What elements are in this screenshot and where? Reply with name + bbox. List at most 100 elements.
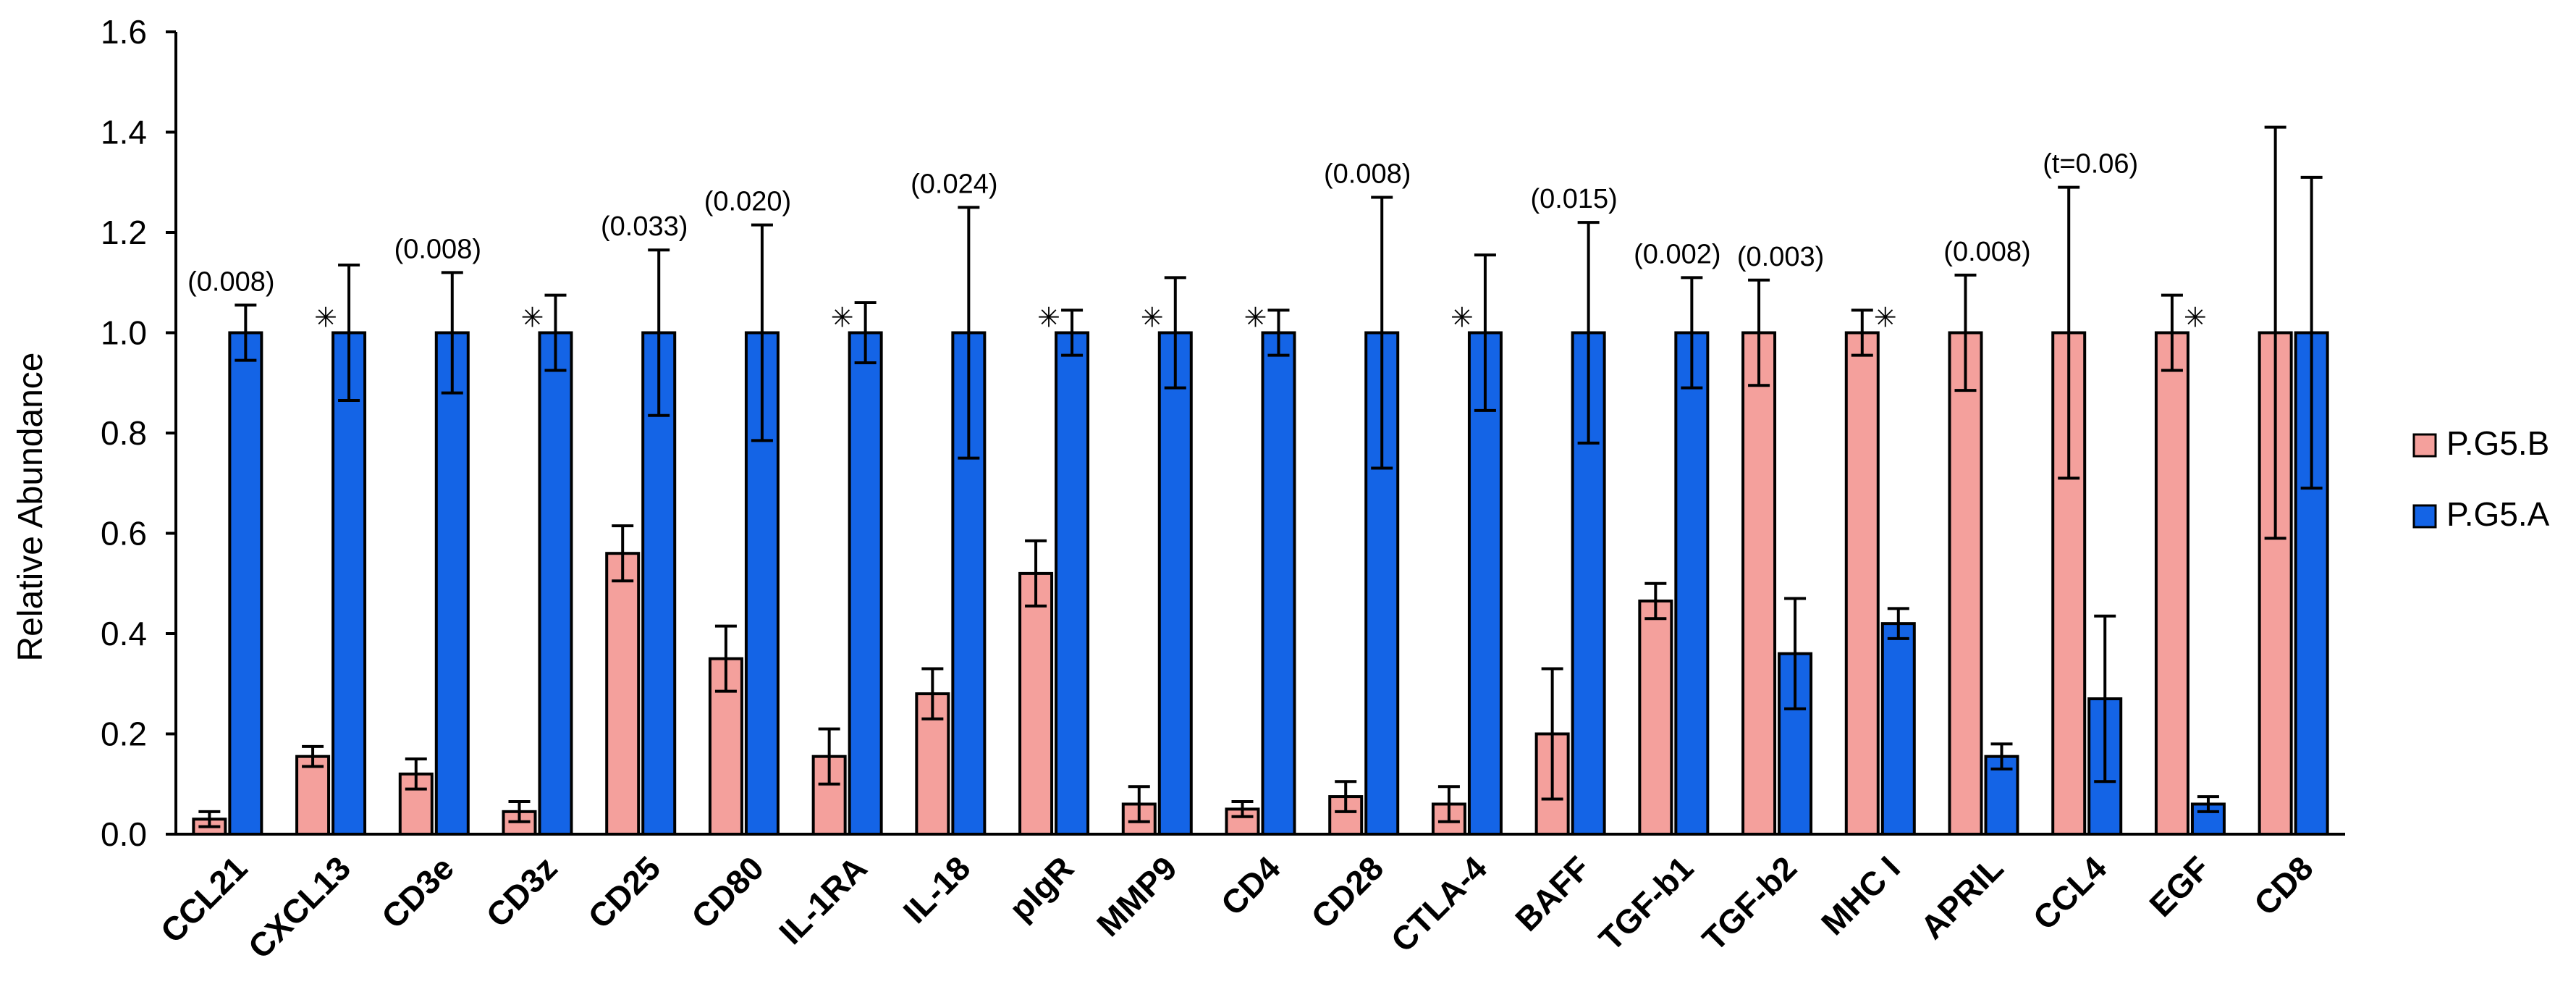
legend-swatch-p-g5-a	[2412, 504, 2437, 529]
category-label-cd3e: CD3e	[374, 849, 461, 936]
significance-star-ctla-4: ✳	[1450, 303, 1474, 334]
error-bar-p-g5-b-egf	[2161, 293, 2183, 372]
error-bar-p-g5-a-cd3e	[441, 271, 463, 395]
bar-p-g5-b-tgf-b2	[1741, 331, 1777, 836]
y-tick-label: 1.2	[101, 214, 147, 251]
error-bar-p-g5-b-cxcl13	[302, 744, 324, 768]
error-bar-p-g5-a-april	[1990, 742, 2013, 770]
y-tick-label: 0.2	[101, 715, 147, 753]
significance-star-mhc-i: ✳	[1874, 303, 1897, 334]
error-bar-p-g5-b-ctla-4	[1437, 785, 1460, 823]
p-value-ccl21: (0.008)	[187, 266, 274, 297]
legend-label-p-g5-a: P.G5.A	[2446, 495, 2550, 533]
error-bar-p-g5-a-baff	[1577, 221, 1600, 445]
error-bar-p-g5-a-tgf-b2	[1784, 597, 1807, 710]
error-bar-p-g5-b-cd3z	[508, 799, 531, 823]
category-label-cd8: CD8	[2247, 849, 2320, 923]
error-bar-p-g5-a-cd25	[648, 248, 670, 417]
p-value-cd80: (0.020)	[704, 187, 791, 217]
bar-p-g5-a-pigr	[1055, 331, 1090, 836]
bar-p-g5-b-mhc-i	[1844, 331, 1880, 836]
error-bar-p-g5-b-cd3e	[405, 757, 427, 791]
bar-p-g5-b-pigr	[1018, 571, 1054, 836]
bar-p-g5-a-mmp9	[1157, 331, 1193, 836]
y-tick-label: 0.0	[101, 815, 147, 853]
error-bar-p-g5-b-mmp9	[1128, 785, 1150, 823]
error-bar-p-g5-b-cd80	[714, 624, 737, 693]
y-tick-label: 1.0	[101, 314, 147, 352]
error-bar-p-g5-a-cd4	[1267, 308, 1290, 357]
category-label-cd25: CD25	[580, 849, 667, 936]
error-bar-p-g5-b-pigr	[1025, 539, 1047, 608]
category-label-baff: BAFF	[1508, 849, 1597, 938]
category-label-mhc-i: MHC I	[1814, 849, 1907, 942]
bar-p-g5-b-april	[1948, 331, 1983, 836]
p-value-cd3e: (0.008)	[394, 234, 481, 264]
error-bar-p-g5-b-cd8	[2264, 125, 2286, 540]
bar-p-g5-a-cd3z	[538, 331, 573, 836]
bar-p-g5-a-ccl21	[228, 331, 263, 836]
y-tick-label: 0.6	[101, 515, 147, 552]
category-label-il-1ra: IL-1RA	[772, 849, 874, 951]
p-value-tgf-b2: (0.003)	[1737, 242, 1824, 272]
error-bar-p-g5-b-il-1ra	[818, 727, 840, 786]
bar-p-g5-a-cd3e	[434, 331, 470, 836]
bar-p-g5-a-cxcl13	[331, 331, 367, 836]
error-bar-p-g5-b-mhc-i	[1851, 308, 1873, 357]
legend-label-p-g5-b: P.G5.B	[2446, 424, 2549, 462]
error-bar-p-g5-b-cd4	[1231, 799, 1254, 818]
p-value-baff: (0.015)	[1530, 184, 1617, 214]
category-label-april: APRIL	[1913, 849, 2010, 946]
significance-star-pigr: ✳	[1037, 303, 1060, 334]
error-bar-p-g5-a-cd28	[1371, 196, 1393, 470]
error-bar-p-g5-a-pigr	[1061, 308, 1084, 357]
bar-p-g5-a-il-1ra	[848, 331, 883, 836]
y-tick-label: 0.4	[101, 615, 147, 652]
significance-star-cd3z: ✳	[521, 303, 544, 334]
category-label-pigr: pIgR	[1002, 849, 1081, 928]
error-bar-p-g5-b-il-18	[921, 667, 944, 720]
p-value-ccl4: (t=0.06)	[2043, 149, 2138, 180]
significance-star-cd4: ✳	[1244, 303, 1267, 334]
error-bar-p-g5-a-ccl4	[2094, 614, 2116, 783]
error-bar-p-g5-a-mmp9	[1164, 276, 1186, 390]
error-bar-p-g5-b-cd28	[1335, 780, 1357, 813]
error-bar-p-g5-b-tgf-b2	[1748, 278, 1770, 387]
category-label-cd3z: CD3z	[478, 849, 564, 934]
p-value-tgf-b1: (0.002)	[1634, 239, 1720, 269]
error-bar-p-g5-a-il-1ra	[854, 301, 877, 365]
error-bar-p-g5-a-tgf-b1	[1681, 276, 1703, 390]
error-bar-p-g5-a-mhc-i	[1887, 607, 1909, 640]
category-label-ccl4: CCL4	[2026, 849, 2114, 937]
category-label-mmp9: MMP9	[1089, 849, 1184, 944]
y-tick-label: 1.6	[101, 13, 147, 51]
bar-p-g5-a-mhc-i	[1880, 622, 1916, 836]
category-label-egf: EGF	[2142, 849, 2217, 924]
bar-p-g5-b-cxcl13	[295, 755, 331, 836]
significance-star-il-1ra: ✳	[831, 303, 854, 334]
error-bar-p-g5-b-cd25	[612, 524, 634, 583]
error-bar-p-g5-b-april	[1954, 273, 1977, 392]
legend-swatch-p-g5-b	[2412, 433, 2437, 458]
error-bar-p-g5-a-cd80	[751, 223, 773, 442]
bar-p-g5-b-cd25	[605, 552, 641, 836]
p-value-cd28: (0.008)	[1324, 159, 1411, 190]
error-bar-p-g5-b-baff	[1541, 667, 1563, 801]
legend: P.G5.B P.G5.A	[2412, 424, 2550, 533]
error-bar-p-g5-a-cxcl13	[338, 264, 360, 402]
significance-star-mmp9: ✳	[1141, 303, 1164, 334]
error-bar-p-g5-a-egf	[2197, 795, 2219, 813]
p-value-april: (0.008)	[1943, 237, 2030, 267]
error-bar-p-g5-a-il-18	[958, 206, 980, 460]
category-label-cd28: CD28	[1304, 849, 1390, 936]
category-label-ctla-4: CTLA-4	[1384, 849, 1495, 959]
error-bar-p-g5-a-ctla-4	[1474, 253, 1496, 412]
error-bar-p-g5-a-cd3z	[544, 293, 567, 372]
y-tick-label: 1.4	[101, 114, 147, 151]
p-value-il-18: (0.024)	[911, 169, 997, 199]
y-tick-label: 0.8	[101, 414, 147, 452]
bar-p-g5-a-tgf-b1	[1674, 331, 1710, 836]
category-label-tgf-b1: TGF-b1	[1592, 849, 1701, 958]
significance-star-cxcl13: ✳	[314, 303, 337, 334]
